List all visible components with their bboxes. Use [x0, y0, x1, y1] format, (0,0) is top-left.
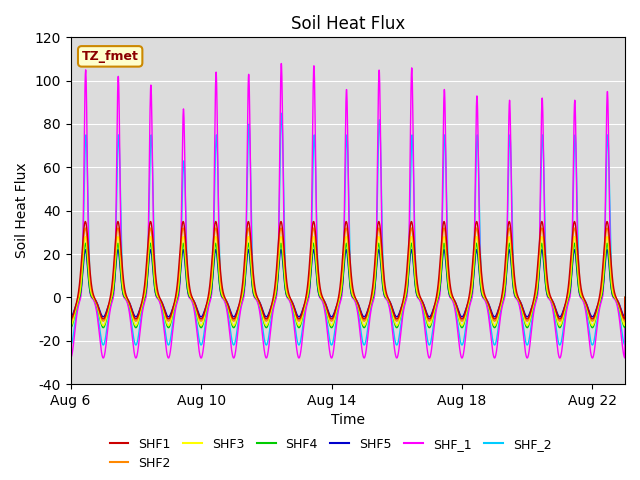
SHF1 [587, 314, 595, 320]
SHF_2 [355, 310, 362, 315]
SHF4 [396, 317, 404, 323]
SHF5 [526, 310, 534, 315]
SHF_1 [526, 342, 534, 348]
SHF3 [446, 289, 454, 295]
SHF4 [355, 304, 362, 310]
SHF1 [81, 218, 89, 224]
SHF3 [81, 234, 89, 240]
Line: SHF3: SHF3 [70, 237, 625, 325]
Y-axis label: Soil Heat Flux: Soil Heat Flux [15, 163, 29, 258]
SHF5 [67, 314, 74, 320]
SHF4 [621, 294, 629, 300]
SHF_1 [355, 313, 362, 319]
SHF2 [396, 312, 404, 318]
Line: SHF1: SHF1 [70, 221, 625, 319]
SHF_2 [446, 290, 454, 296]
SHF1 [396, 311, 404, 316]
Line: SHF_1: SHF_1 [70, 63, 625, 358]
Legend: SHF1, SHF2, SHF3, SHF4, SHF5, SHF_1, SHF_2: SHF1, SHF2, SHF3, SHF4, SHF5, SHF_1, SHF… [104, 432, 557, 475]
SHF2 [81, 225, 89, 231]
SHF3 [67, 323, 74, 328]
SHF_1 [396, 339, 404, 345]
SHF3 [355, 303, 362, 309]
SHF_1 [446, 294, 454, 300]
SHF5 [446, 293, 454, 299]
SHF1 [355, 301, 362, 307]
SHF1 [589, 316, 596, 322]
SHF4 [561, 309, 568, 315]
SHF3 [621, 294, 629, 300]
SHF_2 [526, 332, 534, 337]
Line: SHF4: SHF4 [70, 243, 625, 328]
Line: SHF_2: SHF_2 [70, 113, 625, 345]
SHF1 [621, 294, 629, 300]
X-axis label: Time: Time [331, 413, 365, 427]
SHF3 [396, 315, 404, 321]
SHF1 [526, 312, 534, 317]
SHF5 [587, 312, 595, 318]
SHF_1 [67, 355, 74, 361]
SHF4 [67, 325, 74, 331]
SHF3 [561, 308, 568, 314]
SHF5 [561, 304, 568, 310]
Line: SHF2: SHF2 [70, 228, 625, 321]
SHF_2 [67, 342, 74, 348]
SHF5 [355, 300, 362, 306]
SHF2 [446, 285, 454, 291]
SHF_2 [278, 110, 285, 116]
SHF1 [67, 316, 74, 322]
SHF1 [446, 279, 454, 285]
SHF4 [81, 240, 89, 246]
SHF2 [355, 302, 362, 308]
SHF2 [526, 313, 534, 319]
SHF4 [446, 293, 454, 299]
SHF1 [561, 304, 568, 310]
SHF3 [526, 316, 534, 322]
SHF_1 [561, 324, 568, 330]
SHF5 [621, 294, 629, 300]
Title: Soil Heat Flux: Soil Heat Flux [291, 15, 405, 33]
SHF4 [526, 318, 534, 324]
SHF_2 [621, 294, 629, 300]
SHF_2 [587, 337, 595, 343]
SHF_2 [561, 318, 568, 324]
SHF5 [81, 247, 89, 252]
Line: SHF5: SHF5 [70, 250, 625, 317]
Text: TZ_fmet: TZ_fmet [82, 50, 139, 63]
SHF4 [587, 322, 595, 327]
SHF2 [587, 316, 595, 322]
SHF_2 [396, 330, 404, 336]
SHF_1 [587, 349, 595, 355]
SHF2 [561, 306, 568, 312]
SHF_1 [621, 294, 629, 300]
SHF2 [621, 294, 629, 300]
SHF2 [67, 318, 74, 324]
SHF_1 [278, 60, 285, 66]
SHF3 [587, 320, 595, 325]
SHF5 [396, 309, 404, 315]
SHF2 [589, 318, 596, 324]
